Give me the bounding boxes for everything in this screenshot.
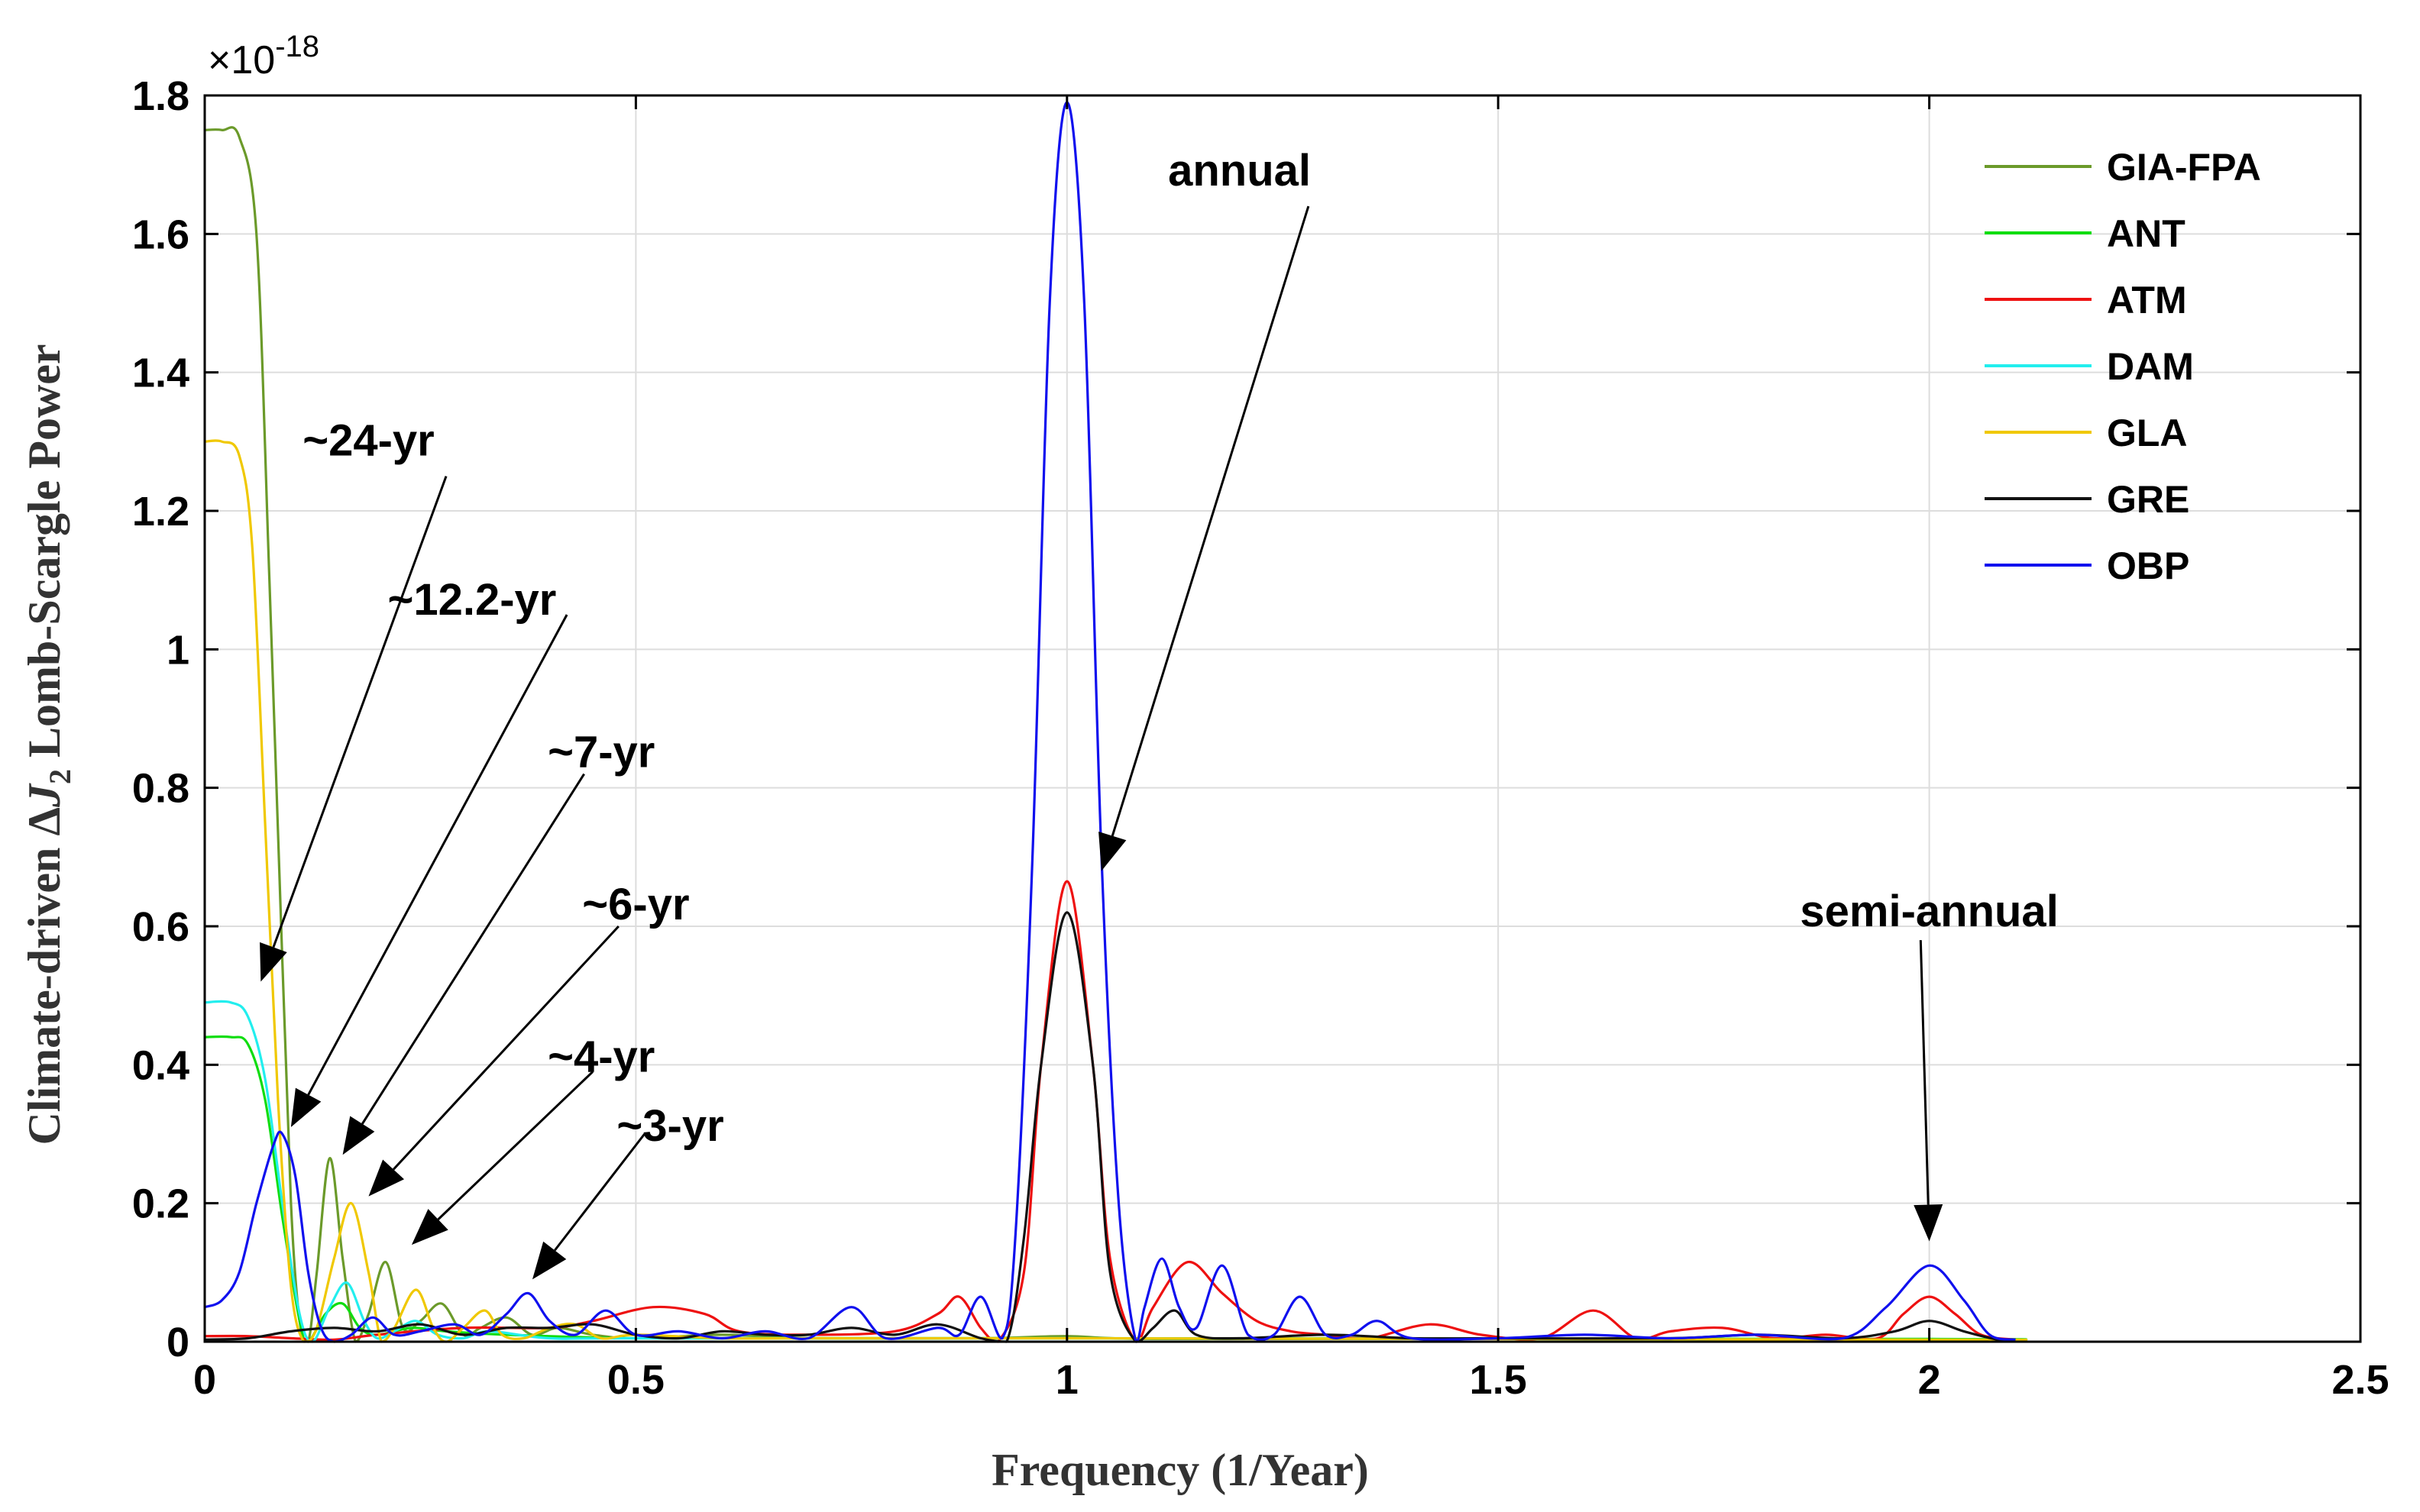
y-exponent-label: ×10-18 [208, 30, 319, 82]
y-title-suffix: Lomb-Scargle Power [19, 344, 70, 769]
legend-label-ant: ANT [2107, 212, 2185, 255]
x-tick-label: 0 [193, 1357, 216, 1403]
x-tick-label: 2 [1918, 1357, 1941, 1403]
y-title-prefix: Climate-driven [19, 836, 70, 1145]
x-axis-title: Frequency (1/Year) [992, 1445, 1369, 1495]
legend-label-dam: DAM [2107, 345, 2194, 388]
y-title-delta: Δ [19, 807, 70, 836]
legend-label-gia-fpa: GIA-FPA [2107, 146, 2261, 189]
exponent-power: -18 [275, 30, 319, 63]
annotation-arrowhead [1914, 1204, 1943, 1242]
annotation-arrow-line [1919, 940, 1930, 1205]
y-tick-label: 0.2 [132, 1181, 189, 1227]
annotation-label: ~12.2-yr [387, 575, 556, 625]
y-tick-label: 0.8 [132, 766, 189, 812]
annotation-arrowhead [260, 942, 287, 982]
y-tick-label: 1.4 [132, 351, 189, 396]
x-tick-label: 1.5 [1470, 1357, 1527, 1403]
annotation-arrowhead [368, 1159, 405, 1197]
axis-ticks: 0 0.5 1 1.5 2 2.5 0 0.2 0.4 0.6 0.8 1 1.2 1.4 1.6 1.8 [132, 73, 2389, 1403]
annotation-arrow-line [392, 925, 620, 1171]
annotation-arrow-line [437, 1071, 594, 1220]
plot-frame [203, 94, 2362, 1343]
y-tick-label: 0 [167, 1320, 189, 1365]
annotation-label: ~7-yr [548, 727, 655, 777]
annotation-label: ~4-yr [548, 1032, 655, 1081]
legend-label-atm: ATM [2107, 279, 2187, 321]
annotation-arrowhead [290, 1087, 322, 1127]
annotation-arrow-line [272, 476, 448, 948]
legend: GIA-FPA ANT ATM DAM GLA GRE OBP [1985, 146, 2261, 587]
series-line-obp [204, 101, 2016, 1343]
y-axis-title: Climate-driven ΔJ2 Lomb-Scargle Power [19, 344, 77, 1145]
legend-label-gre: GRE [2107, 478, 2189, 521]
annotation-label: annual [1168, 146, 1311, 195]
annotation-arrow-line [307, 614, 568, 1096]
y-tick-label: 1.6 [132, 212, 189, 257]
annotation-label: ~24-yr [302, 415, 435, 465]
annotation-arrowhead [411, 1209, 448, 1245]
annotation-label: semi-annual [1800, 887, 2058, 936]
y-tick-label: 0.4 [132, 1042, 189, 1088]
annotation-arrow-line [554, 1133, 645, 1252]
annotation-arrowhead [532, 1241, 567, 1280]
x-tick-label: 2.5 [2331, 1357, 2389, 1403]
exponent-base: ×10 [208, 38, 275, 82]
x-tick-label: 0.5 [607, 1357, 665, 1403]
annotation-arrow-line [361, 773, 585, 1125]
x-tick-label: 1 [1056, 1357, 1079, 1403]
y-title-symbol: J [19, 783, 70, 808]
annotation-arrow-line [1111, 205, 1310, 837]
y-tick-label: 0.6 [132, 904, 189, 950]
y-tick-label: 1.2 [132, 489, 189, 535]
y-tick-label: 1 [167, 627, 189, 673]
y-tick-label: 1.8 [132, 73, 189, 119]
annotations: ~24-yr ~12.2-yr ~7-yr ~6-yr ~4-yr ~3-yr annual… [260, 146, 2059, 1280]
annotation-arrowhead [342, 1116, 375, 1155]
annotation-label: ~6-yr [582, 880, 689, 929]
legend-label-obp: OBP [2107, 544, 2189, 587]
legend-label-gla: GLA [2107, 412, 2188, 454]
annotation-arrowhead [1098, 831, 1127, 871]
annotation-label: ~3-yr [616, 1101, 723, 1151]
y-title-subscript: 2 [43, 769, 77, 784]
